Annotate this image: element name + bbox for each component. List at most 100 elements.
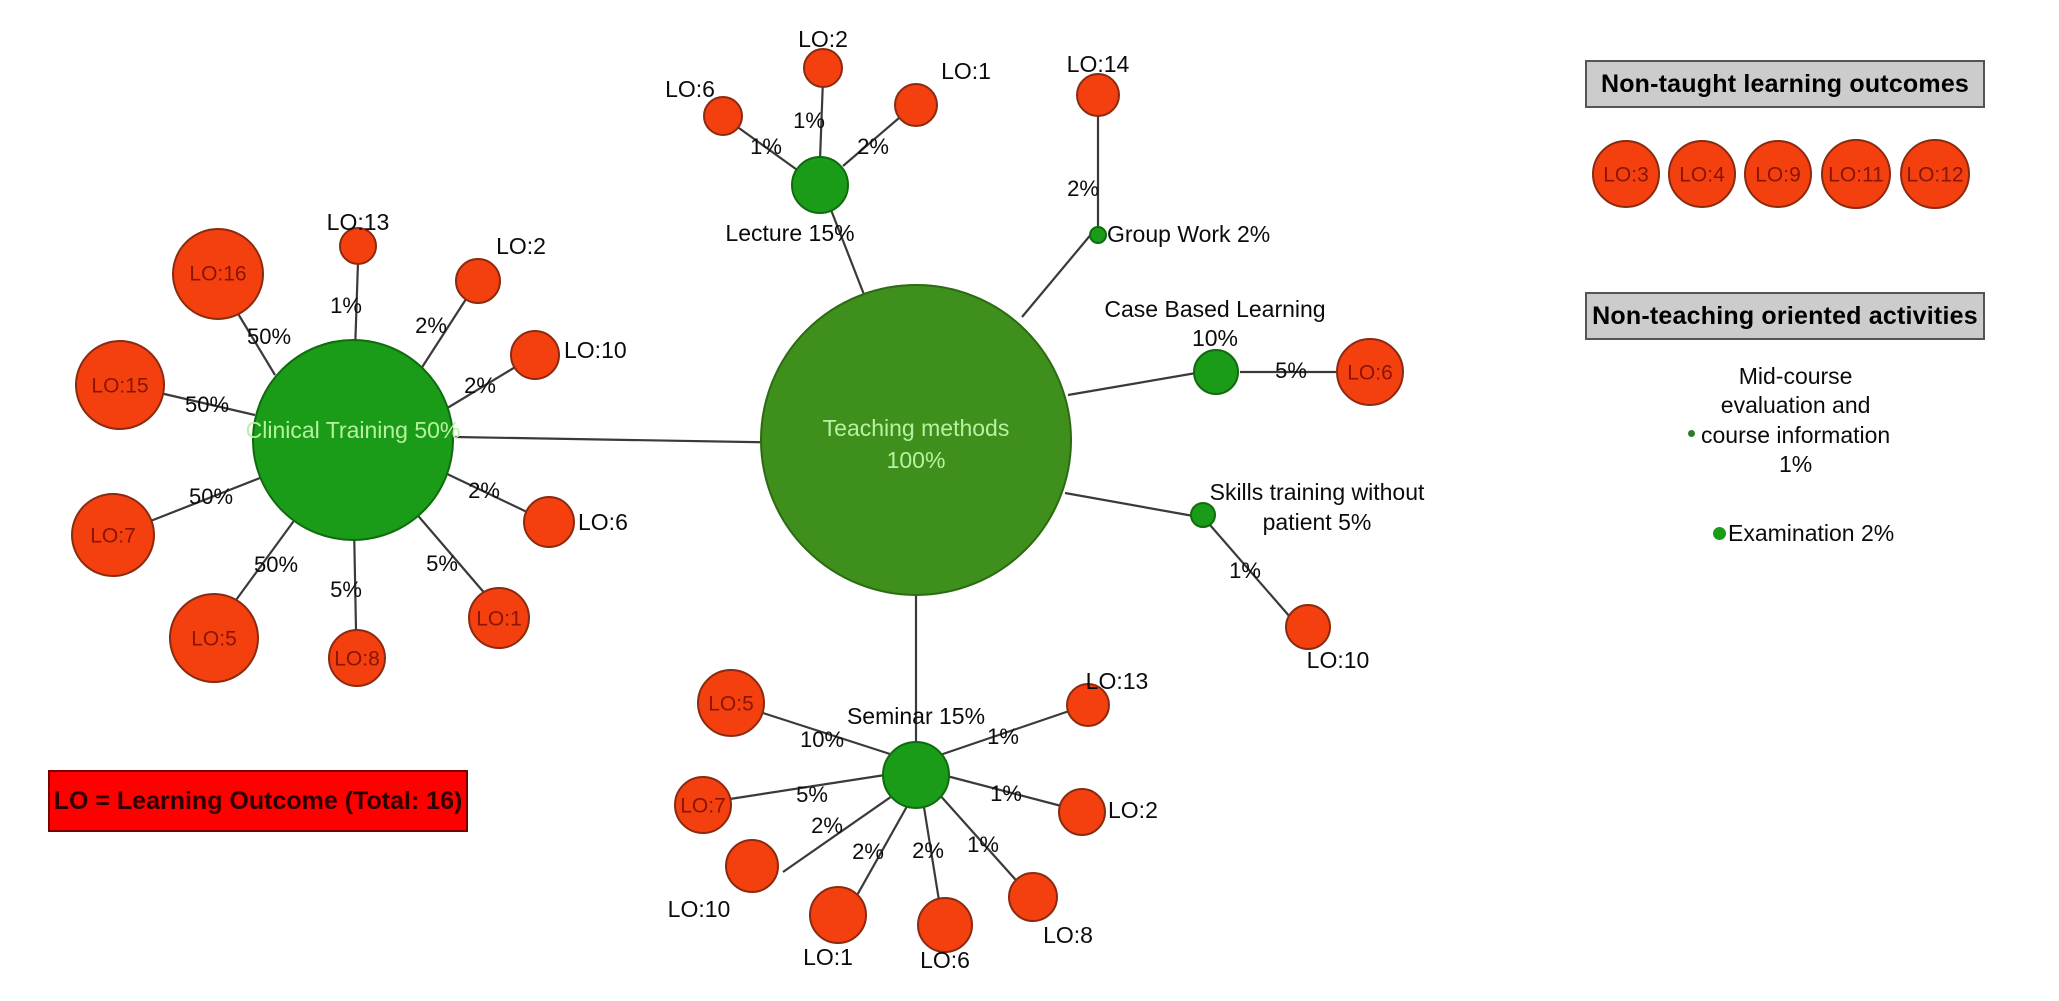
lo-label: LO:11 [1828,164,1884,187]
group-work-circle[interactable] [1089,226,1107,244]
seminar-circle[interactable] [882,741,950,809]
node-seminar-lo7[interactable]: LO:7 [674,776,732,834]
node-case-based-learning[interactable] [1193,349,1239,395]
node-clinical-training[interactable]: Clinical Training 50% [246,339,461,541]
lo-circle[interactable] [468,587,530,649]
node-casebased-lo6[interactable]: LO:6 [1336,338,1404,406]
node-non-taught-lo12[interactable]: LO:12 [1900,139,1970,209]
node-lecture[interactable] [791,156,849,214]
edge-root-lecture [824,196,872,311]
node-seminar[interactable] [882,741,950,809]
edge-clinical-lo15 [159,391,256,417]
node-non-taught-lo11[interactable]: LO:11 [1821,139,1891,209]
clinical-satellites: LO:16 50% LO:13 1% LO:2 2% LO:10 2% LO:1… [71,209,628,687]
skills-circle[interactable] [1190,502,1216,528]
edge-clinical-lo5 [227,517,297,612]
lo-label: LO:9 [1755,164,1801,187]
node-skills-training[interactable] [1190,502,1216,528]
node-clinical-lo2[interactable] [455,258,501,304]
lo-label: LO:8 [334,648,380,671]
weight-clinical-lo13: 1% [330,293,362,318]
lo-circle[interactable] [1900,139,1970,209]
node-teaching-methods[interactable]: Teaching methods 100% [760,284,1072,596]
node-clinical-lo10[interactable] [510,330,560,380]
node-clinical-lo16[interactable]: LO:16 [172,228,264,320]
lo-circle[interactable] [1821,139,1891,209]
lo-label: LO:3 [1603,164,1649,187]
lo-circle[interactable] [455,258,501,304]
lo-circle[interactable] [328,629,386,687]
node-seminar-lo2[interactable] [1058,788,1106,836]
lo-circle[interactable] [510,330,560,380]
lo-circle[interactable] [1744,140,1812,208]
lo-circle[interactable] [725,839,779,893]
lo-circle[interactable] [1066,683,1110,727]
activity-examination[interactable]: Examination 2% [1713,520,1894,547]
lo-circle[interactable] [1336,338,1404,406]
lo-circle[interactable] [697,669,765,737]
lo-circle[interactable] [523,496,575,548]
clinical-training-circle[interactable] [252,339,454,541]
lo-circle[interactable] [703,96,743,136]
label-group-work: Group Work 2% [1107,221,1270,247]
label-clinical-lo10: LO:10 [564,337,627,363]
weight-clinical-lo1: 5% [426,551,458,576]
node-seminar-lo8[interactable] [1008,872,1058,922]
node-seminar-lo1[interactable] [809,886,867,944]
label-lecture: Lecture 15% [725,220,854,246]
label-seminar-lo1: LO:1 [803,944,853,970]
node-clinical-lo8[interactable]: LO:8 [328,629,386,687]
label-skills-line1: Skills training without [1210,479,1425,505]
lo-circle[interactable] [169,593,259,683]
node-clinical-lo1[interactable]: LO:1 [468,587,530,649]
node-clinical-lo6[interactable] [523,496,575,548]
node-group-work[interactable] [1089,226,1107,244]
node-non-taught-lo9[interactable]: LO:9 [1744,140,1812,208]
lo-circle[interactable] [1592,140,1660,208]
node-lecture-lo2[interactable] [803,48,843,88]
node-clinical-lo13[interactable] [339,227,377,265]
node-non-taught-lo4[interactable]: LO:4 [1668,140,1736,208]
lo-circle[interactable] [71,493,155,577]
lo-label: LO:5 [708,693,754,716]
node-clinical-lo5[interactable]: LO:5 [169,593,259,683]
node-skills-lo10[interactable] [1285,604,1331,650]
edge-root-skills [1064,491,1200,519]
node-seminar-lo10[interactable] [725,839,779,893]
weight-seminar-lo8: 1% [967,832,999,857]
lo-circle[interactable] [894,83,938,127]
teaching-methods-circle[interactable] [760,284,1072,596]
node-lecture-lo1[interactable] [894,83,938,127]
lecture-circle[interactable] [791,156,849,214]
node-groupwork-lo14[interactable] [1076,73,1120,117]
lo-circle[interactable] [1058,788,1106,836]
lo-circle[interactable] [1008,872,1058,922]
lo-circle[interactable] [803,48,843,88]
edge-clinical-lo2 [418,295,469,373]
node-seminar-lo5[interactable]: LO:5 [697,669,765,737]
lo-circle[interactable] [1076,73,1120,117]
lo-circle[interactable] [1668,140,1736,208]
node-seminar-lo13[interactable] [1066,683,1110,727]
node-clinical-lo7[interactable]: LO:7 [71,493,155,577]
edge-seminar-lo8 [937,792,1024,889]
lo-circle[interactable] [809,886,867,944]
node-non-taught-lo3[interactable]: LO:3 [1592,140,1660,208]
weight-clinical-lo10: 2% [464,373,496,398]
activity-mid-course-evaluation[interactable]: Mid-course evaluation and course informa… [1688,362,1968,480]
case-based-circle[interactable] [1193,349,1239,395]
edge-root-clinical [454,435,806,445]
teaching-methods-label-line2: 100% [887,447,946,473]
node-clinical-lo15[interactable]: LO:15 [75,340,165,430]
node-seminar-lo6[interactable] [917,897,973,953]
lo-circle[interactable] [172,228,264,320]
lo-circle[interactable] [674,776,732,834]
lo-circle[interactable] [917,897,973,953]
lo-label: LO:16 [189,263,246,286]
activity-line2: evaluation and [1720,392,1871,419]
label-clinical-lo6: LO:6 [578,509,628,535]
node-lecture-lo6[interactable] [703,96,743,136]
lo-circle[interactable] [1285,604,1331,650]
lo-circle[interactable] [339,227,377,265]
lo-circle[interactable] [75,340,165,430]
